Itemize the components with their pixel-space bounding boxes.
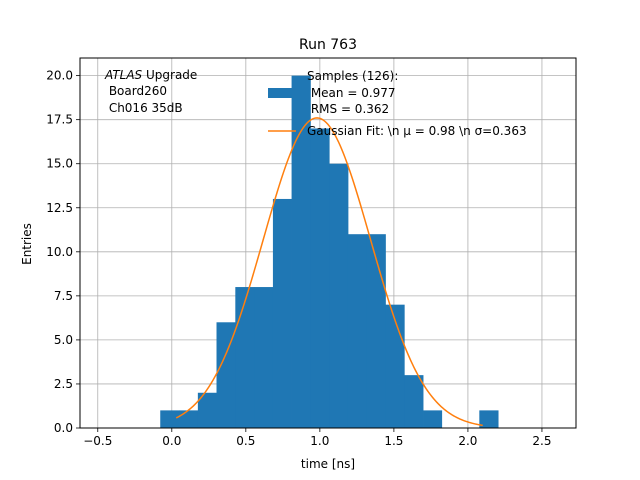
atlas-label: ATLAS bbox=[104, 68, 143, 82]
y-tick-label: 20.0 bbox=[46, 69, 73, 83]
x-tick-label: 2.0 bbox=[458, 434, 477, 448]
histogram-bar bbox=[291, 75, 311, 428]
y-tick-label: 0.0 bbox=[54, 421, 73, 435]
atlas-annotation-line-1: ATLAS Upgrade bbox=[104, 68, 197, 82]
histogram-bar bbox=[404, 375, 424, 428]
histogram-bar bbox=[423, 410, 443, 428]
legend-histogram-line-2: Mean = 0.977 bbox=[307, 86, 396, 100]
x-tick-label: 0.0 bbox=[162, 434, 181, 448]
histogram-bar bbox=[385, 304, 405, 428]
gaussian-fit-curve bbox=[175, 117, 483, 427]
chart-title: Run 763 bbox=[299, 37, 357, 53]
histogram-bar bbox=[272, 198, 292, 428]
x-tick-label: 2.5 bbox=[532, 434, 551, 448]
histogram-bar bbox=[310, 128, 330, 428]
y-tick-label: 15.0 bbox=[46, 157, 73, 171]
legend-fit-label: Gaussian Fit: \n μ = 0.98 \n σ=0.363 bbox=[307, 124, 527, 138]
x-tick-label: 1.0 bbox=[310, 434, 329, 448]
y-tick-label: 5.0 bbox=[54, 333, 73, 347]
legend-histogram-line-3: RMS = 0.362 bbox=[307, 102, 389, 116]
upgrade-label: Upgrade bbox=[142, 68, 197, 82]
atlas-annotation-line-2: Board260 bbox=[105, 84, 167, 98]
atlas-annotation-line-3: Ch016 35dB bbox=[105, 101, 183, 115]
histogram-bar bbox=[254, 287, 274, 428]
y-tick-label: 10.0 bbox=[46, 245, 73, 259]
histogram-bar bbox=[347, 234, 368, 428]
y-axis-ticks: 0.0 2.5 5.0 7.5 10.0 12.5 15.0 17.5 20.0 bbox=[46, 69, 80, 435]
x-tick-label: −0.5 bbox=[83, 434, 112, 448]
y-axis-label: Entries bbox=[20, 223, 34, 265]
y-tick-label: 12.5 bbox=[46, 201, 73, 215]
legend: Samples (126): Mean = 0.977 RMS = 0.362 … bbox=[268, 69, 527, 138]
y-tick-label: 7.5 bbox=[54, 289, 73, 303]
x-tick-label: 0.5 bbox=[236, 434, 255, 448]
histogram-bars bbox=[160, 75, 499, 428]
y-tick-label: 2.5 bbox=[54, 377, 73, 391]
plot-frame bbox=[79, 57, 577, 429]
histogram-bar bbox=[329, 163, 349, 428]
histogram-bar bbox=[366, 234, 386, 428]
gaussian-fit bbox=[175, 117, 483, 427]
x-axis-label: time [ns] bbox=[301, 457, 355, 471]
x-tick-label: 1.5 bbox=[384, 434, 403, 448]
y-tick-label: 17.5 bbox=[46, 113, 73, 127]
histogram-bar bbox=[216, 322, 236, 428]
x-axis-ticks: −0.5 0.0 0.5 1.0 1.5 2.0 2.5 bbox=[83, 428, 551, 448]
histogram-bar bbox=[179, 410, 199, 428]
histogram-bar bbox=[479, 410, 499, 428]
histogram-bar bbox=[235, 287, 255, 428]
legend-histogram-line-1: Samples (126): bbox=[307, 69, 398, 83]
histogram-bar bbox=[197, 392, 217, 428]
histogram-bar bbox=[160, 410, 180, 428]
legend-histogram-swatch bbox=[268, 88, 296, 98]
